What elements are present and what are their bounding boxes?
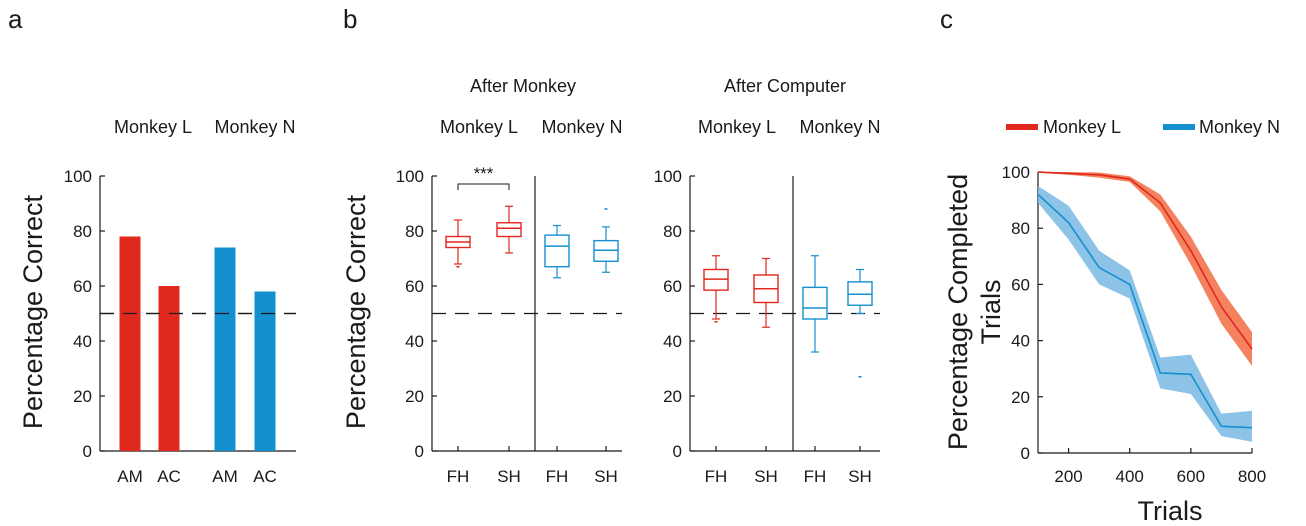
panel-b-after-computer-x-tick-label: SH <box>754 467 778 486</box>
bar-am-monkey-n <box>214 247 236 451</box>
panel-b-after-computer-y-tick-label: 40 <box>663 332 682 351</box>
panel-b-header-monkey-n-1: Monkey N <box>541 117 622 137</box>
bar-ac-monkey-l <box>158 286 180 451</box>
series-monkey-n-band <box>1038 186 1252 442</box>
panel-a-header-monkey-l: Monkey L <box>114 117 192 137</box>
panel-b-after-monkey-x-tick-label: FH <box>447 467 470 486</box>
panel-b-after-monkey-y-tick-label: 20 <box>405 387 424 406</box>
panel-c-y-tick-label: 0 <box>1021 444 1030 463</box>
panel-c-y-tick-label: 80 <box>1011 219 1030 238</box>
panel-b-after-computer-box-fh-monkey-n <box>802 286 828 320</box>
panel-b-after-monkey-plot: 0 20 40 60 80 100 FH SH FH SH *** <box>396 164 622 486</box>
panel-c-y-tick-label: 60 <box>1011 275 1030 294</box>
panel-a-y-tick-label: 100 <box>64 167 92 186</box>
panel-b-header-monkey-l-2: Monkey L <box>698 117 776 137</box>
legend-label-monkey-n: Monkey N <box>1199 117 1280 137</box>
panel-b-after-monkey-box-fh-monkey-n <box>544 234 570 268</box>
bar-am-monkey-l <box>119 236 141 451</box>
panel-b-after-monkey-significance-bracket <box>457 183 510 190</box>
panel-b-letter: b <box>343 4 357 34</box>
panel-b-after-monkey-x-tick-label: FH <box>546 467 569 486</box>
panel-b-after-computer-plot: 0 20 40 60 80 100 FH SH FH SH <box>654 167 880 486</box>
panel-a-x-tick-label: AM <box>117 467 143 486</box>
panel-a-y-tick-label: 20 <box>73 387 92 406</box>
bar-ac-monkey-n <box>254 291 276 451</box>
panel-c-y-tick-label: 40 <box>1011 332 1030 351</box>
panel-b-after-monkey-y-tick-label: 0 <box>415 442 424 461</box>
panel-b-after-monkey-y-tick-label: 60 <box>405 277 424 296</box>
panel-c-y-tick-label: 20 <box>1011 388 1030 407</box>
panel-a: a Monkey L Monkey N Percentage Correct 0… <box>8 4 296 486</box>
panel-b: b After Monkey After Computer Monkey L M… <box>341 4 881 486</box>
panel-b-header-monkey-n-2: Monkey N <box>799 117 880 137</box>
panel-c-letter: c <box>940 4 953 34</box>
panel-c-x-tick-label: 600 <box>1177 467 1205 486</box>
series-monkey-l-line <box>1037 171 1253 350</box>
panel-c-x-tick-label: 400 <box>1116 467 1144 486</box>
panel-a-y-tick-label: 0 <box>83 442 92 461</box>
panel-b-after-monkey-x-tick-label: SH <box>594 467 618 486</box>
panel-b-after-computer-y-tick-label: 20 <box>663 387 682 406</box>
panel-a-header-monkey-n: Monkey N <box>214 117 295 137</box>
series-monkey-l-band <box>1038 172 1252 366</box>
panel-b-y-axis-label: Percentage Correct <box>341 194 371 429</box>
panel-b-after-monkey-significance-label: *** <box>474 164 494 183</box>
panel-b-after-computer-x-tick-label: FH <box>705 467 728 486</box>
series-monkey-n-line <box>1037 193 1253 429</box>
panel-c-plot: 0 20 40 60 80 100 200 400 600 800 <box>1002 163 1267 486</box>
panel-a-x-tick-label: AC <box>253 467 277 486</box>
panel-a-y-axis-label: Percentage Correct <box>18 194 48 429</box>
panel-b-after-computer-y-tick-label: 0 <box>673 442 682 461</box>
panel-c-x-tick-label: 800 <box>1238 467 1266 486</box>
panel-c: c Monkey L Monkey N Percentage Completed… <box>940 4 1280 526</box>
legend-label-monkey-l: Monkey L <box>1043 117 1121 137</box>
panel-b-title-after-monkey: After Monkey <box>470 76 576 96</box>
panel-a-x-tick-label: AM <box>212 467 238 486</box>
legend: Monkey L Monkey N <box>1006 117 1280 137</box>
panel-b-after-monkey-x-tick-label: SH <box>497 467 521 486</box>
panel-c-y-tick-label: 100 <box>1002 163 1030 182</box>
panel-c-x-tick-label: 200 <box>1054 467 1082 486</box>
panel-a-x-tick-label: AC <box>157 467 181 486</box>
panel-b-after-computer-y-tick-label: 60 <box>663 277 682 296</box>
panel-b-title-after-computer: After Computer <box>724 76 846 96</box>
panel-c-y-axis-label-line1: Percentage Completed <box>943 174 973 450</box>
panel-c-y-axis-label-line2: Trials <box>976 280 1006 345</box>
panel-a-y-tick-label: 60 <box>73 277 92 296</box>
panel-b-header-monkey-l-1: Monkey L <box>440 117 518 137</box>
panel-b-after-computer-x-tick-label: FH <box>804 467 827 486</box>
panel-c-x-axis-label: Trials <box>1138 496 1203 526</box>
panel-b-after-computer-x-tick-label: SH <box>848 467 872 486</box>
panel-a-bars <box>100 236 296 451</box>
panel-b-after-monkey-y-tick-label: 80 <box>405 222 424 241</box>
panel-a-y-tick-label: 40 <box>73 332 92 351</box>
panel-b-after-monkey-box-sh-monkey-l <box>496 222 522 238</box>
panel-b-after-monkey-y-tick-label: 100 <box>396 167 424 186</box>
panel-b-after-monkey-y-tick-label: 40 <box>405 332 424 351</box>
panel-a-y-tick-label: 80 <box>73 222 92 241</box>
panel-b-after-computer-y-tick-label: 100 <box>654 167 682 186</box>
panel-b-after-computer-y-tick-label: 80 <box>663 222 682 241</box>
panel-a-letter: a <box>8 4 23 34</box>
